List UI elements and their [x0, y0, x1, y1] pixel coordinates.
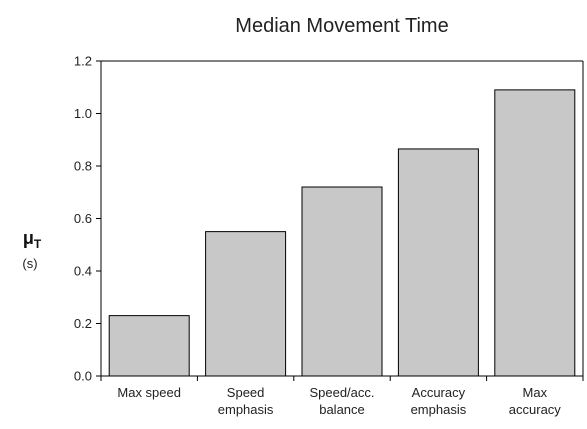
y-axis-subscript: T	[34, 237, 42, 251]
y-tick-label: 1.2	[74, 54, 92, 69]
x-category-label: Speed emphasis	[218, 385, 274, 417]
y-tick-label: 0.6	[74, 211, 92, 226]
y-axis-symbol: μ	[23, 228, 34, 248]
bar	[397, 148, 479, 377]
x-category-label: Max accuracy	[509, 385, 562, 417]
x-category-label: Max speed	[117, 385, 181, 400]
y-axis-label: μT (s)	[22, 228, 41, 271]
x-category-label: Speed/acc. balance	[309, 385, 374, 417]
plot-area: 0.0 0.2 0.4 0.6 0.8 1.0 1.2 Max speed Speed empha…	[74, 54, 584, 417]
chart-title: Median Movement Time	[235, 15, 448, 37]
y-tick-label: 0.4	[74, 264, 92, 279]
y-tick-label: 0.2	[74, 316, 92, 331]
bar	[205, 231, 287, 377]
bar	[494, 89, 576, 377]
bar	[108, 315, 190, 377]
y-tick-label: 1.0	[74, 106, 92, 121]
bar	[301, 186, 383, 377]
x-category-label: Accuracy emphasis	[411, 385, 467, 417]
svg-text:μT: μT	[23, 228, 42, 251]
y-axis-unit: (s)	[22, 256, 37, 271]
y-tick-label: 0.0	[74, 369, 92, 384]
y-tick-label: 0.8	[74, 159, 92, 174]
